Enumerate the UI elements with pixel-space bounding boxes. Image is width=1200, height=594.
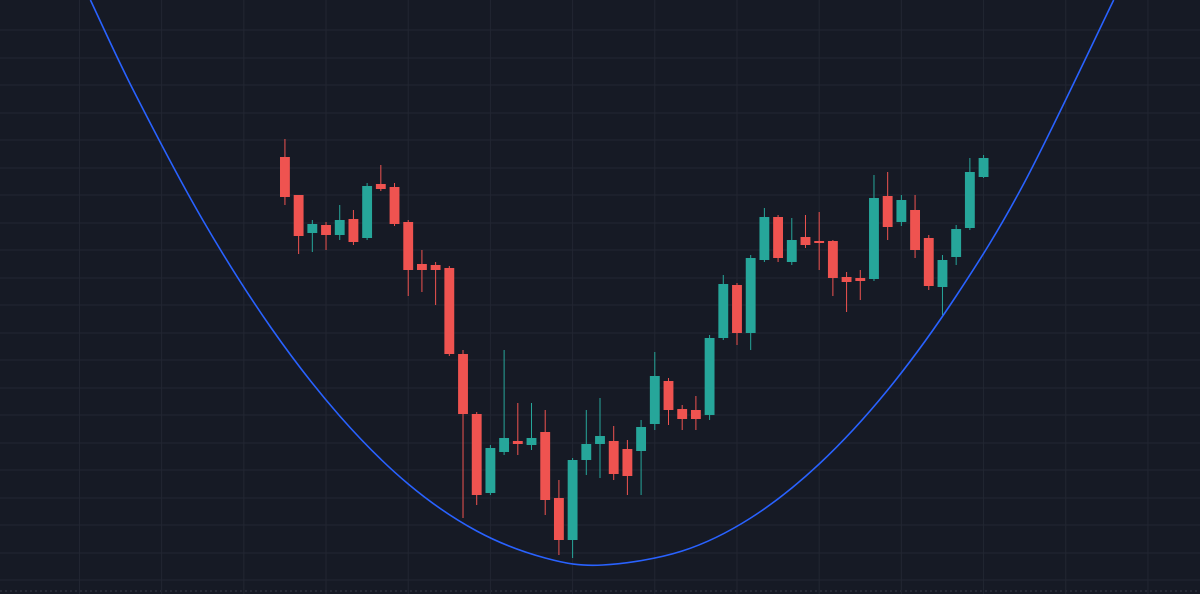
curve-line — [89, 0, 1115, 567]
candle-body — [553, 498, 564, 540]
candle-body — [869, 198, 879, 279]
candle-body — [499, 438, 510, 452]
candle-body — [636, 427, 647, 451]
candle-body — [827, 241, 838, 278]
candle-body — [595, 436, 605, 444]
candle-body — [649, 376, 660, 424]
candle-body — [444, 268, 455, 354]
candle-body — [458, 354, 468, 414]
candle-body — [362, 186, 373, 238]
candle-body — [375, 184, 386, 189]
candle-body — [622, 449, 633, 476]
candle-body — [923, 238, 934, 286]
candle-body — [937, 260, 948, 287]
candle-body — [786, 240, 797, 262]
candle-body — [321, 225, 331, 235]
candle-body — [951, 229, 962, 257]
candle-body — [677, 409, 688, 419]
candle-body — [348, 219, 359, 242]
candle-body — [567, 460, 578, 540]
candle-body — [896, 200, 907, 222]
candle-body — [512, 441, 523, 444]
candle-body — [581, 444, 592, 460]
candle-body — [882, 196, 893, 227]
candle-body — [608, 441, 619, 474]
candle-body — [745, 258, 756, 333]
candle-body — [280, 157, 290, 197]
candle-body — [293, 195, 304, 236]
candle-body — [910, 210, 920, 250]
candle-body — [855, 278, 866, 281]
candle-body — [690, 410, 701, 419]
candle-body — [334, 220, 345, 235]
candle-body — [732, 285, 742, 333]
candle-body — [540, 432, 551, 500]
candle-body — [718, 284, 729, 338]
candle-body — [841, 277, 852, 282]
candle-body — [800, 237, 811, 245]
candle-body — [307, 224, 318, 233]
candle-body — [704, 338, 715, 415]
candle-body — [526, 438, 537, 445]
candle-body — [430, 265, 441, 270]
candle-body — [814, 241, 825, 243]
candle-body — [485, 448, 496, 493]
candle-body — [403, 222, 414, 270]
candle-body — [416, 264, 427, 270]
candle-body — [759, 217, 770, 260]
candle-body — [389, 187, 400, 224]
candle-body — [978, 158, 989, 177]
candle-body — [663, 381, 674, 410]
candle-body — [471, 414, 482, 495]
candle-body — [964, 172, 975, 228]
candle-body — [773, 217, 784, 258]
